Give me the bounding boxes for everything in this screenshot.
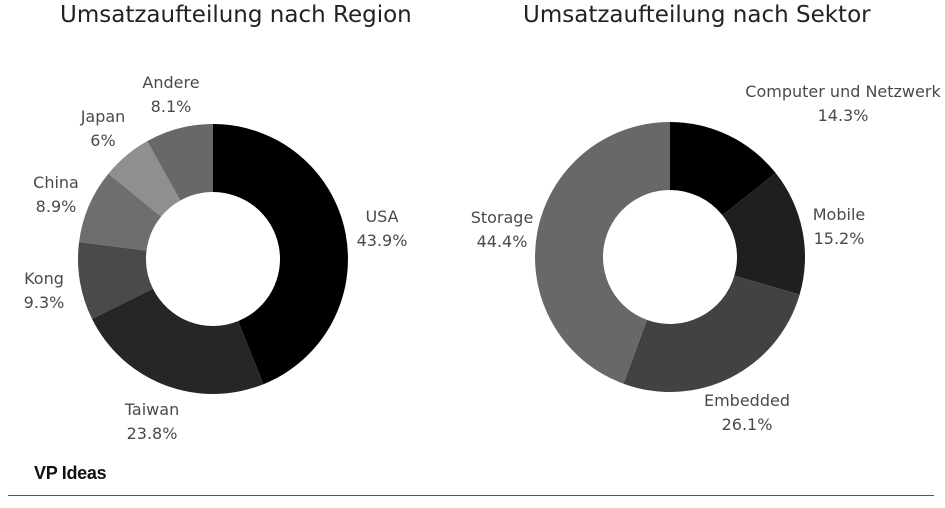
slice-label: China xyxy=(33,173,79,192)
slice-value-label: 14.3% xyxy=(818,106,869,125)
footer-brand-label: VP Ideas xyxy=(34,463,107,483)
slice-label: Andere xyxy=(142,73,199,92)
pie-slice-mobile xyxy=(722,172,805,295)
slice-value-label: 44.4% xyxy=(477,232,528,251)
pie-slice-kong xyxy=(77,242,153,319)
pie-slice-andere xyxy=(147,124,213,201)
slice-value-label: 15.2% xyxy=(814,229,865,248)
donut-charts: USA 43.9% Taiwan 23.8% Kong 9.3% China 8.9% Japa… xyxy=(24,73,942,443)
slice-value-label: 8.1% xyxy=(151,97,192,116)
slice-label: Storage xyxy=(471,208,534,227)
slice-value-label: 6% xyxy=(90,131,115,150)
slice-label: Mobile xyxy=(813,205,865,224)
slice-label: Embedded xyxy=(704,391,790,410)
pie-slice-usa xyxy=(213,124,348,385)
slice-value-label: 8.9% xyxy=(36,197,77,216)
footer-divider xyxy=(8,495,934,496)
pie-slice-storage xyxy=(535,122,670,384)
slice-value-label: 26.1% xyxy=(722,415,773,434)
slice-label: USA xyxy=(365,207,398,226)
slice-label: Computer und Netzwerk xyxy=(745,82,941,101)
slice-label: Kong xyxy=(24,269,64,288)
pie-slice-computer-und-netzwerk xyxy=(670,122,776,216)
slice-label: Taiwan xyxy=(124,400,179,419)
chart-title-region: Umsatzaufteilung nach Region xyxy=(60,2,412,28)
pie-slice-japan xyxy=(108,141,181,217)
slice-label: Japan xyxy=(80,107,126,126)
slice-value-label: 43.9% xyxy=(357,231,408,250)
slice-value-label: 9.3% xyxy=(24,293,65,312)
slice-value-label: 23.8% xyxy=(127,424,178,443)
pie-slice-embedded xyxy=(623,275,800,392)
pie-slice-china xyxy=(79,173,162,251)
chart-title-sector: Umsatzaufteilung nach Sektor xyxy=(523,2,871,28)
pie-slice-taiwan xyxy=(91,288,264,394)
